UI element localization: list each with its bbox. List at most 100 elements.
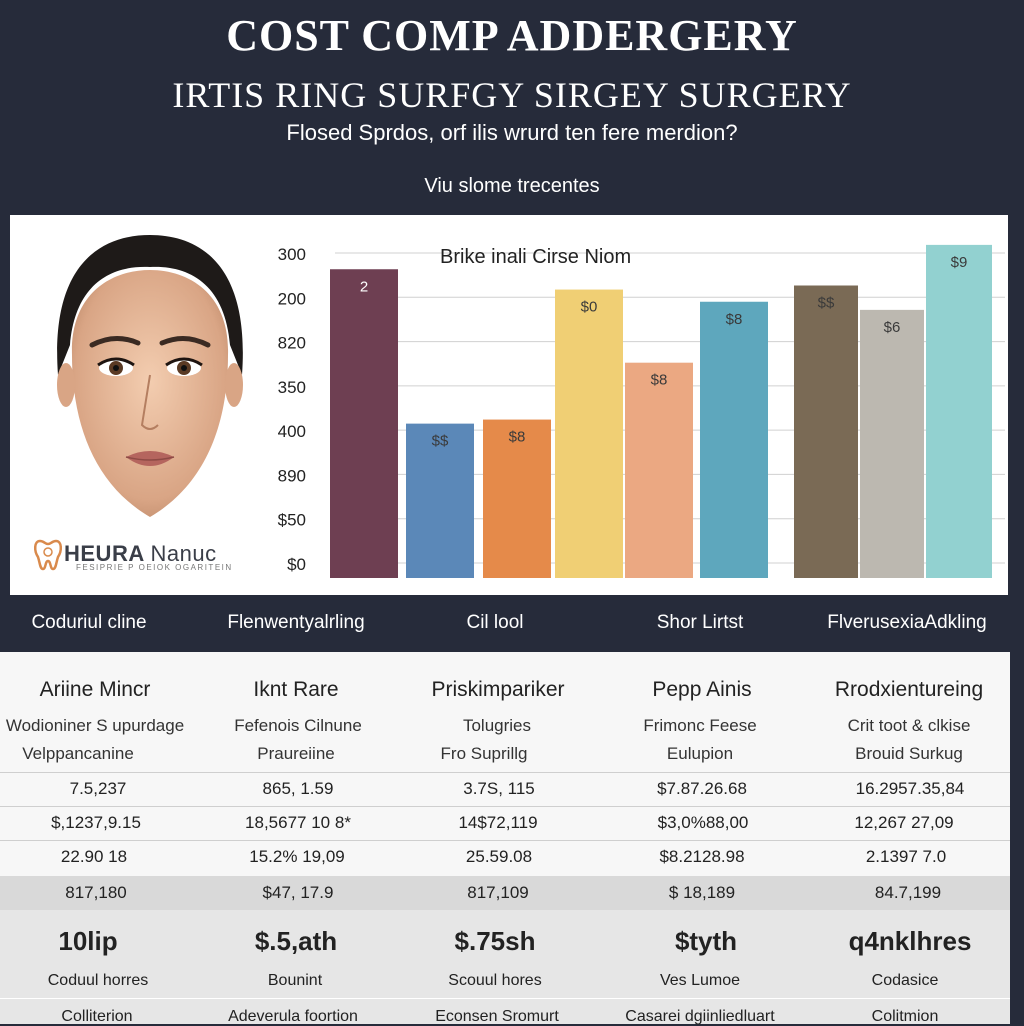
y-tick-label: 350 (278, 378, 306, 397)
table-subheader: Brouid Surkug (855, 744, 963, 763)
table-row: 22.90 18 15.2% 19,09 25.59.08 $8.2128.98… (0, 840, 1010, 874)
bar (625, 362, 693, 578)
summary-value: $tyth (674, 926, 738, 956)
table-subheader: Wodioniner S upurdage (5, 716, 185, 735)
summary-label: Codasice (871, 972, 939, 989)
bar (794, 285, 858, 578)
brand-name-bold: HEURA (64, 541, 144, 566)
y-tick-label: 820 (278, 334, 306, 353)
tooth-logo-icon (34, 539, 62, 571)
table-row: 7.5,237 865, 1.59 3.7S, 115 $7.87.26.68 … (0, 772, 1010, 806)
table-cell: $,1237,9.15 (51, 813, 141, 832)
summary-footnote: Adeverula foortion (228, 1008, 358, 1025)
table-cell: 84.7,199 (874, 883, 942, 902)
category-label: Coduriul cline (31, 612, 147, 633)
face-portrait-image (57, 235, 243, 517)
table-cell: 15.2% 19,09 (249, 847, 345, 866)
page-title: COST COMP ADDERGERY (226, 11, 798, 60)
table-subheader: Fefenois Cilnune (234, 716, 362, 735)
summary-value: $.5,ath (254, 926, 338, 956)
table-row: 817,180 $47, 17.9 817,109 $ 18,189 84.7,… (0, 876, 1010, 910)
table-header: Rrodxientureing (834, 678, 984, 701)
table-cell: 22.90 18 (60, 847, 128, 866)
table-cell: 14$72,119 (458, 813, 538, 832)
header-question: Flosed Sprdos, orf ilis wrurd ten fere m… (286, 120, 738, 145)
table-cell: $ 18,189 (668, 883, 736, 902)
table-cell: $8.2128.98 (659, 847, 745, 866)
divider (0, 772, 1010, 773)
table-subheader: Praureiine (257, 744, 335, 763)
y-tick-label: 890 (278, 466, 306, 485)
summary-footnote: Econsen Sromurt (435, 1008, 559, 1025)
table-header: Priskimpariker (431, 678, 565, 701)
divider (0, 998, 1010, 999)
table-cell: 817,109 (467, 883, 529, 902)
bar (555, 289, 623, 578)
summary-label: Bounint (267, 972, 323, 989)
table-cell: 7.5,237 (69, 779, 127, 798)
bar (483, 419, 551, 578)
summary-value: q4nklhres (848, 926, 972, 956)
summary-footnote: Colitmion (871, 1008, 939, 1025)
y-tick-label: $50 (278, 511, 306, 530)
brand-name: HEURA Nanuc (64, 541, 217, 567)
bar-data-label: $8 (651, 372, 668, 389)
summary-footnote: Casarei dgiinliedluart (625, 1008, 775, 1025)
header-note: Viu slome trecentes (424, 175, 600, 197)
page-subtitle: IRTIS RING SURFGY SIRGEY SURGERY (172, 75, 852, 115)
table-cell: $47, 17.9 (262, 883, 334, 902)
table-cell: 16.2957.35,84 (855, 779, 965, 798)
table-cell: $7.87.26.68 (657, 779, 747, 798)
table-header: Ariine Mincr (39, 678, 151, 701)
chart-title: Brike inali Cirse Niom (440, 246, 631, 268)
bar-chart: 300 200 820 350 400 890 $50 $0 Brike inali Cirse… (278, 244, 1005, 578)
bar (700, 301, 768, 578)
table-cell: 2.1397 7.0 (865, 847, 947, 866)
brand-logo: HEURA Nanuc FESIPRIE P OEIOK OGARITEIN (32, 537, 231, 572)
bar (406, 423, 474, 578)
brand-name-light: Nanuc (150, 541, 217, 566)
bar-data-label: 2 (360, 278, 368, 295)
table-row: $,1237,9.15 18,5677 10 8* 14$72,119 $3,0… (0, 806, 1010, 840)
table-subheader: Eulupion (666, 744, 734, 763)
summary-value: 10lip (58, 926, 118, 956)
bar-data-label: $8 (509, 429, 526, 446)
y-tick-label: 300 (278, 245, 306, 264)
summary-value: $.75sh (454, 926, 536, 956)
bar (860, 309, 924, 578)
table-cell: 3.7S, 115 (463, 779, 535, 798)
table-cell: 865, 1.59 (262, 779, 334, 798)
category-label: Cil lool (466, 612, 524, 633)
y-tick-label: 400 (278, 422, 306, 441)
table-subheader: Crit toot & clkise (847, 716, 971, 735)
table-cell: 12,267 27,09 (854, 813, 954, 832)
category-label: FlverusexiaAdkling (827, 612, 987, 633)
table-subheader: Velppancanine (22, 744, 134, 763)
category-label: Flenwentyalrling (227, 612, 365, 633)
divider (0, 806, 1010, 807)
table-header: Iknt Rare (253, 678, 339, 701)
table-cell: 817,180 (65, 883, 127, 902)
table-cell: 25.59.08 (465, 847, 533, 866)
y-tick-label: 200 (278, 289, 306, 308)
bar-data-label: $9 (951, 254, 968, 271)
table-header: Pepp Ainis (652, 678, 752, 701)
table-subheader: Frimonc Feese (643, 716, 757, 735)
summary-label: Ves Lumoe (659, 972, 741, 989)
category-labels: Coduriul cline Flenwentyalrling Cil lool… (0, 612, 1024, 642)
bar-data-label: $$ (818, 295, 835, 312)
y-tick-label: $0 (287, 555, 306, 574)
table-cell: $3,0%88,00 (657, 813, 749, 832)
divider (0, 840, 1010, 841)
table-subheader: Fro Suprillg (440, 744, 528, 763)
brand-tagline: FESIPRIE P OEIOK OGARITEIN (76, 563, 233, 572)
bar (330, 269, 398, 578)
bar-data-label: $$ (432, 433, 449, 450)
summary-label: Coduul horres (47, 972, 149, 989)
bar-data-label: $8 (726, 311, 743, 328)
chart-panel: HEURA Nanuc FESIPRIE P OEIOK OGARITEIN 3… (10, 215, 1008, 595)
summary-label: Scouul hores (448, 972, 542, 989)
bar-data-label: $0 (581, 299, 598, 316)
summary-footnote: Colliterion (61, 1008, 133, 1025)
category-label: Shor Lirtst (656, 612, 744, 633)
